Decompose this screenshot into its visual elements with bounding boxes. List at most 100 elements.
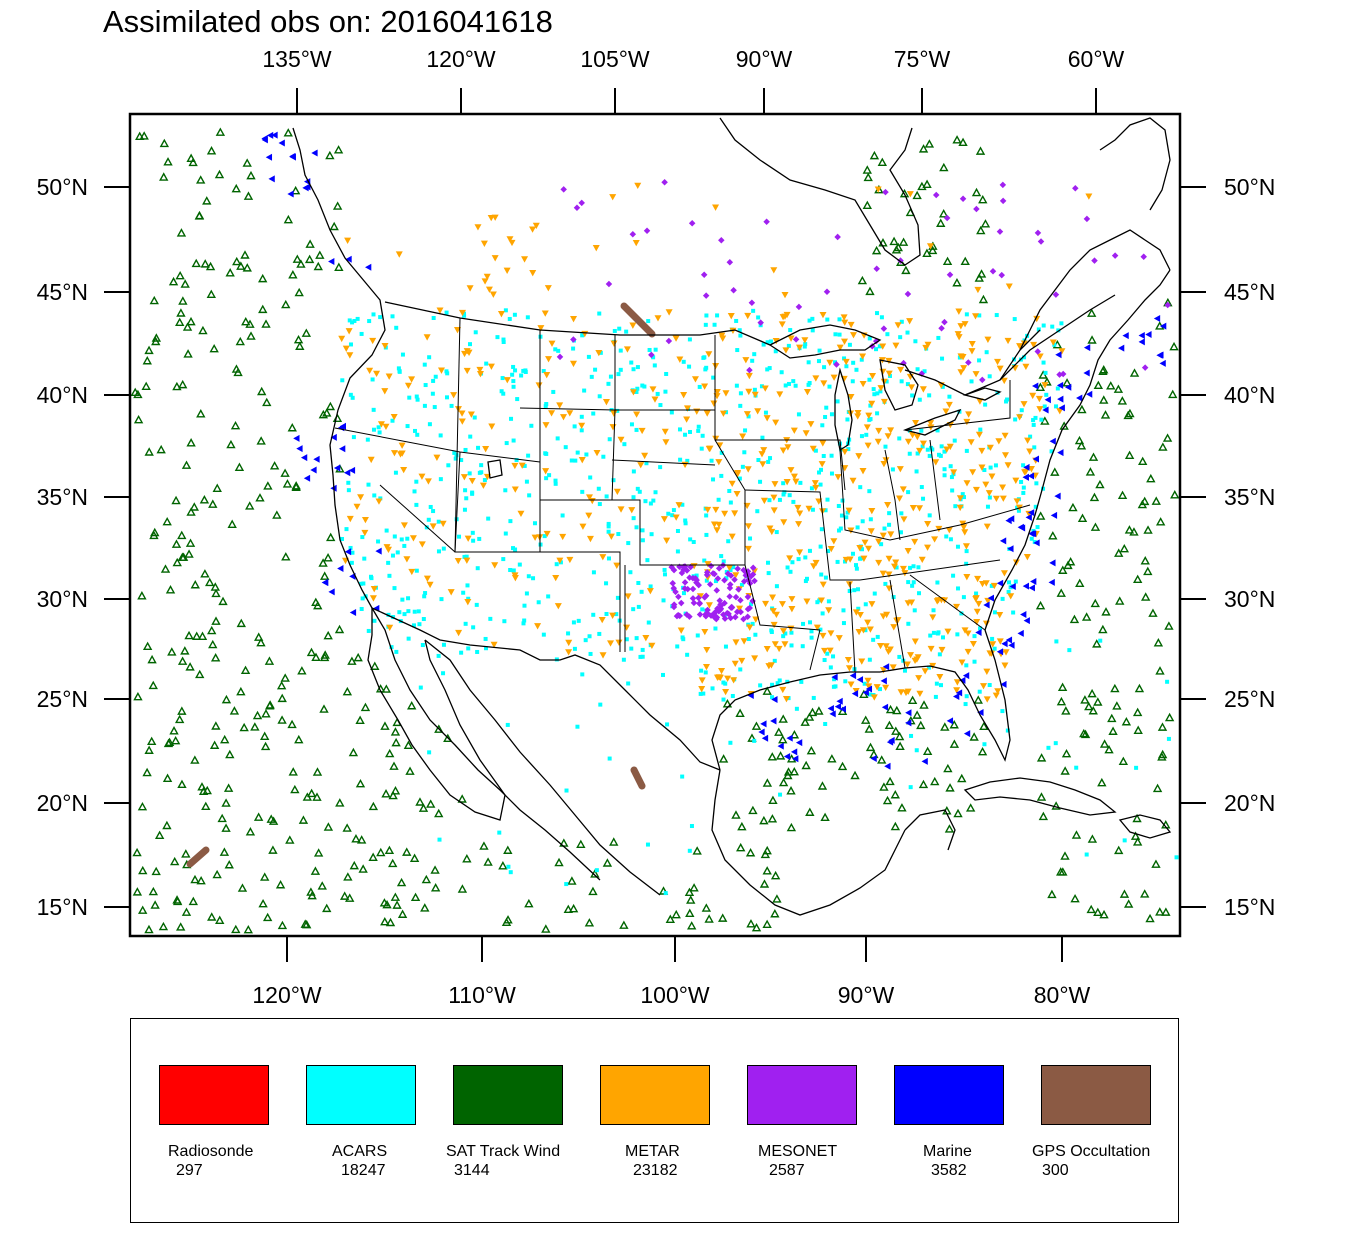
metar-point bbox=[962, 543, 970, 550]
marine-point bbox=[831, 673, 838, 681]
sat-track-wind-point bbox=[355, 715, 365, 725]
acars-point bbox=[361, 581, 366, 586]
acars-point bbox=[500, 376, 505, 381]
metar-point bbox=[770, 507, 778, 514]
mesonet-point bbox=[711, 570, 718, 578]
acars-point bbox=[1055, 386, 1060, 391]
sat-track-wind-point bbox=[973, 695, 983, 704]
metar-point bbox=[792, 478, 800, 485]
acars-point bbox=[471, 625, 476, 630]
sat-track-wind-point bbox=[1110, 683, 1120, 693]
acars-point bbox=[925, 447, 930, 452]
acars-point bbox=[427, 355, 432, 360]
sat-track-wind-point bbox=[280, 468, 290, 477]
metar-point bbox=[856, 545, 864, 552]
acars-point bbox=[1029, 536, 1034, 541]
acars-point bbox=[698, 691, 703, 696]
acars-point bbox=[423, 383, 428, 388]
metar-point bbox=[1056, 408, 1064, 415]
sat-track-wind-point bbox=[1117, 490, 1128, 500]
metar-point bbox=[623, 346, 631, 353]
acars-point bbox=[766, 571, 771, 576]
marine-point bbox=[339, 445, 346, 453]
metar-point bbox=[996, 612, 1004, 619]
metar-point bbox=[705, 445, 713, 453]
sat-track-wind-point bbox=[762, 686, 772, 695]
marine-point bbox=[1058, 404, 1065, 412]
sat-track-wind-point bbox=[245, 827, 256, 836]
acars-point bbox=[728, 500, 733, 505]
acars-point bbox=[626, 681, 631, 686]
acars-point bbox=[665, 722, 670, 727]
sat-track-wind-point bbox=[1145, 913, 1155, 923]
acars-point bbox=[640, 654, 645, 659]
acars-point bbox=[377, 430, 382, 435]
metar-point bbox=[906, 191, 914, 198]
sat-track-wind-point bbox=[196, 409, 206, 418]
acars-point bbox=[640, 647, 645, 652]
metar-point bbox=[607, 640, 615, 647]
metar-point bbox=[782, 347, 790, 354]
sat-track-wind-point bbox=[147, 654, 157, 664]
acars-point bbox=[635, 386, 640, 391]
metar-point bbox=[885, 357, 893, 365]
acars-point bbox=[511, 568, 516, 573]
marine-point bbox=[946, 717, 954, 725]
sat-track-wind-point bbox=[206, 146, 217, 155]
acars-point bbox=[863, 602, 868, 607]
acars-point bbox=[919, 428, 924, 433]
sat-track-wind-point bbox=[942, 256, 953, 266]
acars-point bbox=[691, 539, 696, 544]
labrador-coast bbox=[1099, 117, 1171, 211]
acars-point bbox=[819, 467, 824, 472]
sat-track-wind-point bbox=[1065, 556, 1076, 566]
metar-point bbox=[408, 568, 416, 576]
acars-point bbox=[653, 347, 658, 352]
sat-track-wind-point bbox=[318, 409, 329, 419]
top-lon-label: 90°W bbox=[736, 46, 793, 72]
mesonet-point bbox=[998, 271, 1005, 279]
baja-coastline bbox=[367, 608, 506, 821]
acars-point bbox=[927, 453, 932, 458]
sat-track-wind-point bbox=[146, 736, 157, 746]
sat-track-wind-point bbox=[1125, 408, 1135, 418]
mesonet-point bbox=[749, 564, 757, 572]
sat-track-wind-point bbox=[306, 647, 317, 657]
metar-point bbox=[877, 642, 885, 650]
acars-point bbox=[464, 496, 469, 501]
metar-point bbox=[864, 619, 872, 626]
metar-point bbox=[758, 451, 766, 458]
marine-point bbox=[882, 663, 890, 671]
metar-point bbox=[429, 523, 437, 530]
marine-point bbox=[770, 717, 777, 725]
acars-point bbox=[1039, 417, 1044, 422]
mesonet-point bbox=[833, 361, 840, 368]
sat-track-wind-point bbox=[210, 582, 220, 591]
acars-point bbox=[737, 476, 742, 481]
acars-point bbox=[483, 636, 488, 641]
metar-point bbox=[968, 341, 976, 348]
sat-track-wind-point bbox=[205, 261, 216, 271]
sat-track-wind-point bbox=[258, 898, 268, 908]
acars-point bbox=[887, 373, 892, 378]
metar-point bbox=[701, 629, 709, 636]
sat-track-wind-point bbox=[137, 591, 147, 600]
acars-point bbox=[402, 543, 407, 548]
acars-point bbox=[772, 658, 777, 663]
sat-track-wind-point bbox=[918, 144, 929, 153]
sat-track-wind-point bbox=[142, 356, 152, 365]
metar-point bbox=[578, 457, 586, 464]
metar-point bbox=[346, 515, 354, 523]
acars-point bbox=[390, 418, 395, 423]
acars-point bbox=[1049, 449, 1054, 454]
sat-track-wind-point bbox=[1036, 753, 1047, 762]
sat-track-wind-point bbox=[180, 279, 190, 288]
mesonet-point bbox=[747, 573, 755, 580]
acars-point bbox=[393, 470, 398, 475]
sat-track-wind-point bbox=[1140, 889, 1150, 898]
acars-point bbox=[423, 591, 428, 596]
sat-track-wind-point bbox=[890, 821, 901, 831]
metar-point bbox=[830, 374, 838, 381]
metar-point bbox=[784, 444, 792, 451]
marine-point bbox=[1025, 513, 1032, 521]
